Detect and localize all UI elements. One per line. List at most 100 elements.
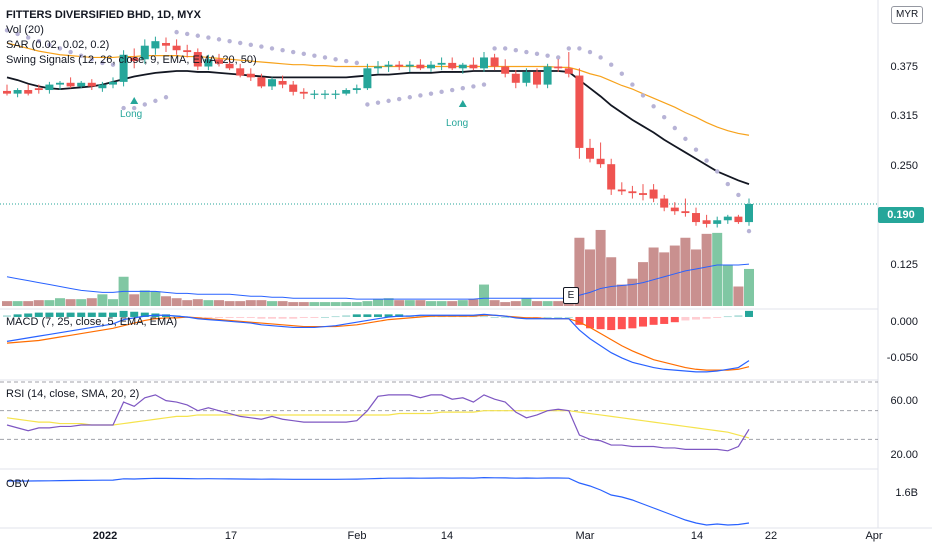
sar-legend: SAR (0.02, 0.02, 0.2): [6, 39, 110, 51]
sar-dot: [216, 37, 222, 42]
x-tick: Feb: [347, 530, 367, 542]
macd-histogram-bar: [416, 315, 425, 317]
x-tick: 14: [440, 530, 454, 542]
sar-dot: [598, 55, 603, 60]
candle-body: [278, 80, 287, 85]
macd-histogram-bar: [342, 315, 351, 317]
candle-body: [639, 193, 647, 195]
macd-histogram-bar: [639, 316, 647, 327]
volume-bar: [76, 299, 87, 306]
volume-bar: [722, 265, 733, 306]
candle-body: [215, 59, 223, 64]
sar-dot: [206, 35, 211, 40]
volume-bar: [150, 291, 161, 306]
candle-body: [172, 45, 181, 51]
candle-body: [310, 93, 319, 95]
macd-histogram-bar: [45, 312, 54, 317]
volume-legend: Vol (20): [6, 24, 44, 36]
candle-body: [448, 62, 457, 69]
sar-dot: [513, 48, 518, 53]
sar-dot: [121, 105, 126, 111]
rsi-tick: 20.00: [890, 449, 918, 461]
candle-body: [374, 66, 382, 69]
candle-body: [24, 90, 33, 94]
sar-dot: [725, 181, 730, 187]
candle-body: [130, 57, 139, 62]
volume-bar: [214, 300, 224, 306]
macd-histogram-bar: [363, 314, 372, 317]
volume-bar: [383, 298, 394, 306]
volume-bar: [669, 245, 680, 306]
macd-histogram-bar: [607, 316, 616, 331]
candle-body: [628, 191, 637, 194]
volume-bar: [680, 237, 691, 306]
volume-bar: [436, 301, 447, 306]
volume-bar: [744, 268, 754, 306]
volume-bar: [23, 301, 34, 306]
volume-bar: [245, 300, 256, 306]
macd-histogram-bar: [56, 312, 64, 317]
volume-bar: [256, 300, 267, 306]
sar-dot: [672, 125, 677, 131]
long-signal-triangle: [130, 97, 139, 104]
candle-body: [586, 147, 594, 159]
sar-dot: [609, 62, 614, 67]
sar-dot: [227, 38, 232, 44]
macd-histogram-bar: [331, 316, 340, 318]
sar-dot: [556, 55, 561, 60]
volume-ma-line: [6, 263, 750, 300]
sar-dot: [291, 49, 296, 55]
candle-body: [56, 82, 64, 85]
long-signal-triangle: [458, 100, 467, 107]
volume-bar: [192, 299, 203, 306]
sar-dot: [746, 228, 752, 234]
sar-dot: [545, 53, 550, 58]
macd-histogram-bar: [681, 316, 690, 321]
candle-body: [660, 198, 669, 208]
sar-dot: [100, 60, 105, 66]
volume-bar: [12, 301, 23, 306]
candle-body: [119, 54, 128, 82]
sar-dot: [153, 98, 158, 104]
x-tick: 14: [690, 530, 704, 542]
macd-histogram-bar: [34, 312, 43, 317]
sar-dot: [269, 46, 275, 51]
candle-body: [13, 90, 22, 94]
volume-bar: [97, 294, 108, 306]
x-tick: Mar: [575, 530, 595, 542]
volume-bar: [426, 301, 436, 306]
macd-histogram-bar: [554, 316, 563, 318]
candle-body: [564, 68, 573, 74]
candle-body: [649, 189, 658, 199]
volume-bar: [404, 300, 415, 306]
candle-body: [289, 84, 298, 92]
volume-bar: [648, 247, 659, 306]
volume-bar: [521, 298, 532, 306]
candle-body: [617, 189, 626, 192]
volume-bar: [224, 301, 235, 306]
macd-histogram-bar: [501, 316, 510, 318]
candle-body: [45, 84, 54, 91]
sar-dot: [471, 84, 476, 89]
volume-bar: [277, 301, 288, 306]
macd-histogram-bar: [649, 316, 658, 325]
volume-bar: [129, 294, 140, 306]
earnings-marker[interactable]: E: [563, 287, 579, 304]
candle-body: [745, 203, 753, 223]
macd-histogram-bar: [246, 316, 255, 318]
sar-dot: [736, 192, 741, 198]
sar-dot: [428, 91, 434, 96]
macd-histogram-bar: [543, 316, 552, 318]
candle-body: [427, 64, 435, 69]
sar-dot: [248, 42, 253, 47]
x-tick: 22: [764, 530, 778, 542]
macd-histogram-bar: [723, 316, 732, 318]
volume-bar: [139, 290, 150, 306]
candle-body: [554, 66, 563, 69]
volume-bar: [500, 302, 511, 306]
currency-badge[interactable]: MYR: [891, 6, 924, 24]
macd-legend: MACD (7, 25, close, 5, EMA, EMA): [6, 316, 178, 328]
volume-bar: [362, 301, 373, 306]
x-tick: 17: [224, 530, 238, 542]
